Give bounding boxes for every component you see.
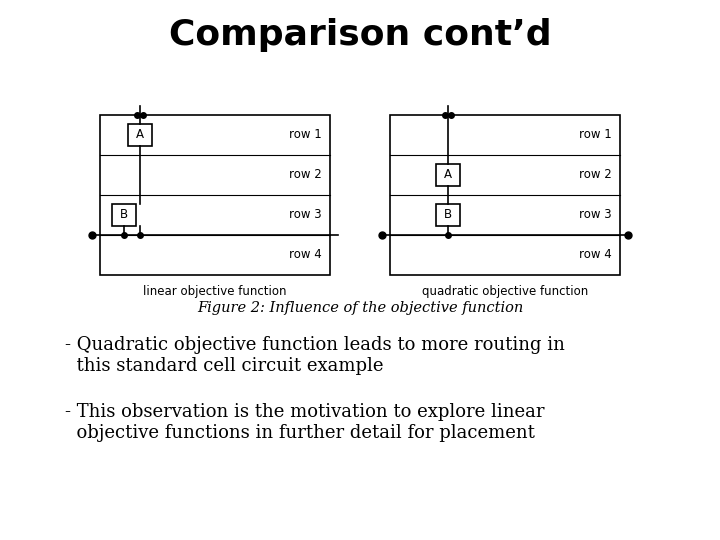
Bar (128, 124, 152, 146)
Text: row 2: row 2 (580, 168, 612, 181)
Text: row 1: row 1 (289, 129, 322, 141)
Text: B: B (120, 208, 128, 221)
Text: B: B (444, 208, 452, 221)
Text: row 3: row 3 (580, 208, 612, 221)
Text: objective functions in further detail for placement: objective functions in further detail fo… (65, 424, 535, 442)
Text: A: A (136, 129, 144, 141)
Text: A: A (444, 168, 452, 181)
Text: this standard cell circuit example: this standard cell circuit example (65, 357, 384, 375)
Text: row 3: row 3 (289, 208, 322, 221)
Text: - Quadratic objective function leads to more routing in: - Quadratic objective function leads to … (65, 336, 565, 354)
Text: linear objective function: linear objective function (143, 285, 287, 298)
Text: Figure 2: Influence of the objective function: Figure 2: Influence of the objective fun… (197, 301, 523, 315)
Text: - This observation is the motivation to explore linear: - This observation is the motivation to … (65, 403, 544, 421)
Bar (390, 115, 620, 275)
Text: quadratic objective function: quadratic objective function (422, 285, 588, 298)
Bar (112, 204, 136, 226)
Text: row 1: row 1 (580, 129, 612, 141)
Text: row 4: row 4 (580, 248, 612, 261)
Text: Comparison cont’d: Comparison cont’d (168, 18, 552, 52)
Bar (436, 204, 460, 226)
Text: row 2: row 2 (289, 168, 322, 181)
Bar (100, 115, 330, 275)
Bar (436, 164, 460, 186)
Text: row 4: row 4 (289, 248, 322, 261)
